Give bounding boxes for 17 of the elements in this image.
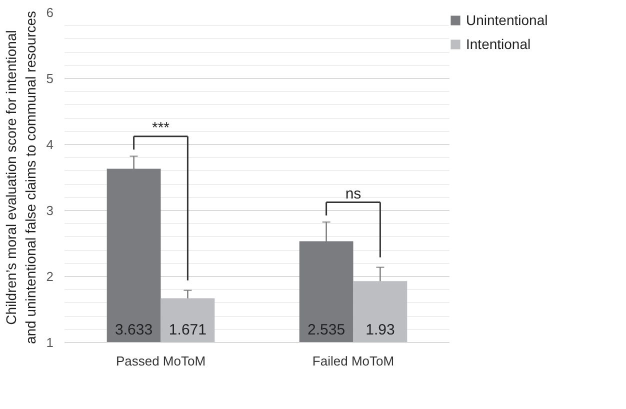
x-tick-label: Passed MoToM: [116, 354, 206, 368]
x-tick-label: Failed MoToM: [312, 354, 394, 368]
legend-label: Intentional: [466, 36, 531, 52]
data-label: 1.93: [366, 322, 395, 339]
y-tick-label: 6: [46, 5, 54, 20]
y-tick-label: 2: [46, 269, 54, 284]
data-label: 1.671: [168, 322, 206, 339]
y-tick-label: 5: [46, 71, 54, 86]
data-label: 2.535: [308, 322, 346, 339]
data-label: 3.633: [115, 322, 153, 339]
y-tick-label: 4: [46, 137, 54, 152]
y-tick-label: 3: [46, 203, 54, 218]
y-axis-title: Children’s moral evaluation score for intentional and unintentional false claims to communal resources: [3, 10, 38, 344]
annotation: ns: [345, 185, 362, 202]
y-tick-label: 1: [46, 335, 54, 350]
annotation: ***: [152, 119, 170, 136]
legend-label: Unintentional: [466, 12, 548, 28]
